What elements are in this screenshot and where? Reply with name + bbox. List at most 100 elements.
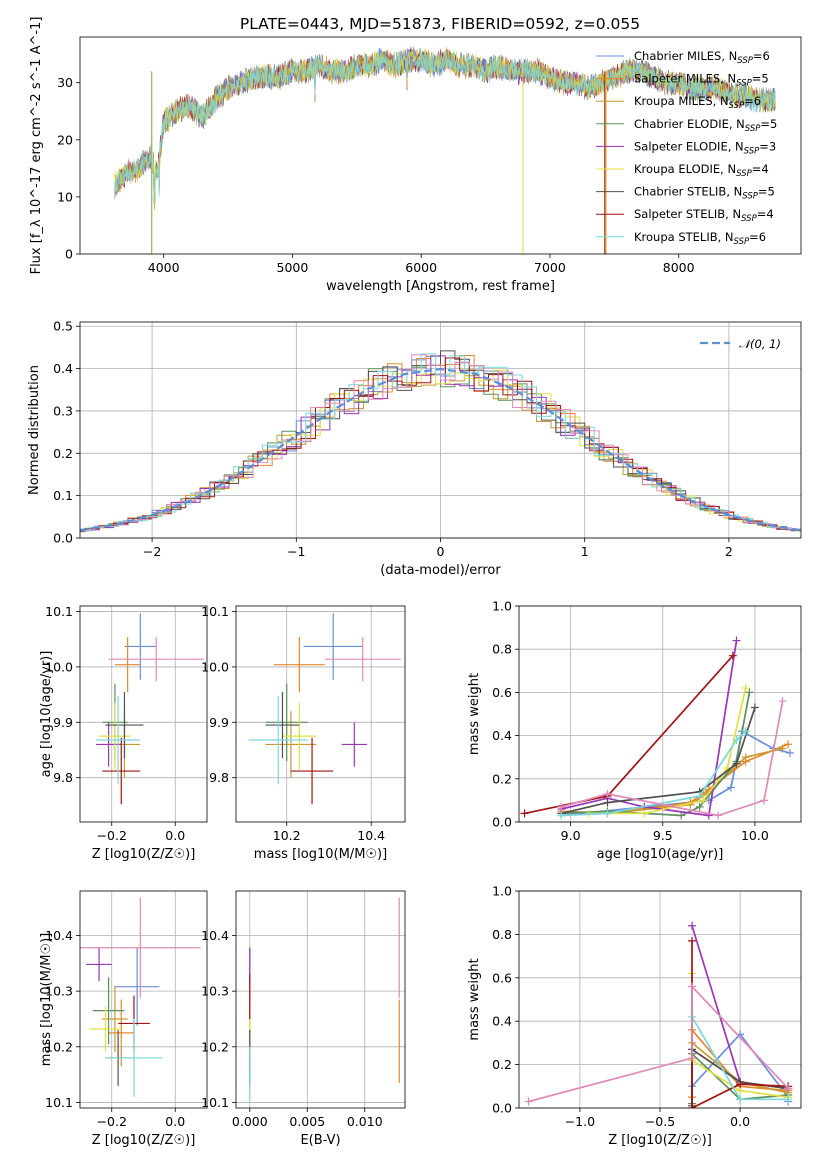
weight-marker-0-2: [726, 783, 735, 792]
weight-marker-3-3: [695, 802, 704, 811]
x-tick-label-3: 1: [581, 544, 589, 559]
x-tick-label-2: 0.0: [730, 1114, 750, 1129]
spectrum-data: [114, 46, 776, 254]
legend-entry-normal: 𝒩(0, 1): [739, 337, 781, 351]
y-tick-label-5: 1.0: [492, 884, 512, 899]
x-axis-label: (data-model)/error: [380, 563, 501, 578]
y-tick-label-3: 0.6: [492, 970, 512, 985]
y-tick-label-0: 9.8: [209, 770, 229, 785]
y-axis-label: Normed distribution: [27, 365, 42, 495]
y-tick-label-1: 10.2: [45, 1039, 73, 1054]
legend-entry-8: Kroupa STELIB, NSSP=6: [634, 230, 766, 247]
x-tick-label-1: 0.0: [165, 828, 185, 843]
y-tick-label-4: 0.4: [53, 361, 73, 376]
axes-frame: [235, 605, 406, 823]
weight-marker-8-4: [741, 727, 750, 736]
mass-vs-Z-data: [80, 897, 201, 1097]
x-tick-label-1: −1: [287, 544, 305, 559]
weight-marker-8-1: [736, 1095, 745, 1104]
weight-marker-8-0: [557, 811, 566, 820]
y-tick-label-2: 10.0: [45, 659, 73, 674]
y-axis-label: mass weight: [467, 958, 482, 1040]
y-tick-label-4: 0.8: [492, 642, 512, 657]
weight-marker-2-1: [686, 800, 695, 809]
y-tick-label-0: 0.0: [53, 531, 73, 546]
weight-marker-7-0: [520, 809, 529, 818]
y-tick-label-1: 10: [57, 189, 73, 204]
y-tick-label-1: 9.9: [53, 715, 73, 730]
x-tick-label-0: 9.0: [561, 828, 581, 843]
weight-marker-9-1: [603, 789, 612, 798]
y-tick-label-2: 0.4: [492, 728, 512, 743]
weight-marker-4-4: [732, 636, 741, 645]
x-axis-label: wavelength [Angstrom, rest frame]: [326, 279, 555, 294]
x-axis-label: E(B-V): [300, 1133, 340, 1148]
age-vs-mass-panel: 10.2 10.4 9.8 9.9 10.0 10.1 mass [log10(M/M☉)]: [201, 604, 406, 862]
x-axis-label: Z [log10(Z/Z☉)]: [92, 1133, 196, 1148]
y-axis-label: Flux [f_λ 10^-17 erg cm^-2 s^-1 A^-1]: [29, 17, 44, 275]
y-tick-label-3: 10.4: [201, 928, 229, 943]
x-tick-label-0: −0.2: [97, 828, 127, 843]
y-tick-label-3: 10.4: [45, 928, 73, 943]
weight-marker-6-4: [750, 703, 759, 712]
y-tick-label-0: 0.0: [492, 1101, 512, 1116]
y-tick-label-1: 10.2: [201, 1039, 229, 1054]
y-tick-label-2: 20: [57, 132, 73, 147]
histogram-9: [80, 354, 801, 533]
y-tick-label-1: 0.1: [53, 488, 73, 503]
weight-marker-2-4: [778, 744, 787, 753]
y-tick-label-2: 0.2: [53, 446, 73, 461]
x-tick-label-1: −0.5: [645, 1114, 675, 1129]
legend-entry-6: Chabrier STELIB, NSSP=5: [634, 185, 775, 202]
x-axis-label: age [log10(age/yr)]: [597, 847, 724, 862]
x-tick-label-3: 7000: [534, 260, 566, 275]
histogram-2: [80, 375, 801, 532]
histogram-7: [80, 357, 801, 533]
weight-marker-9-0: [524, 1097, 533, 1106]
mass-vs-ebv-data: [249, 897, 400, 1103]
x-tick-label-2: 6000: [405, 260, 437, 275]
weight-marker-9-2: [714, 811, 723, 820]
massweight-vs-age-panel: 9.0 9.5 10.0 0.0 0.2 0.4 0.6 0.8 1.0 age [log10(a…: [467, 599, 802, 862]
mass-vs-Z-panel: −0.2 0.0 10.1 10.2 10.3 10.4 Z [log10(Z/Z☉)] ma…: [39, 890, 208, 1148]
legend-entry-2: Kroupa MILES, NSSP=6: [634, 94, 761, 111]
legend-entry-7: Salpeter STELIB, NSSP=4: [634, 207, 774, 224]
x-tick-label-0: −2: [143, 544, 161, 559]
age-vs-Z-data: [95, 613, 204, 805]
y-axis-label: age [log10(age/yr)]: [39, 651, 54, 778]
axes-frame: [235, 890, 406, 1109]
x-tick-label-0: 0.000: [232, 1114, 268, 1129]
weight-marker-2-3: [741, 753, 750, 762]
y-tick-label-0: 0: [65, 247, 73, 262]
x-axis-label: mass [log10(M/M☉)]: [254, 847, 387, 862]
x-tick-label-2: 0: [437, 544, 445, 559]
weight-line-9: [561, 700, 784, 817]
y-tick-label-1: 9.9: [209, 715, 229, 730]
weight-marker-7-0: [688, 936, 697, 945]
weight-marker-9-1: [688, 1054, 697, 1063]
legend-entry-3: Chabrier ELODIE, NSSP=5: [634, 117, 777, 134]
axes-frame: [79, 36, 802, 255]
y-tick-label-1: 0.2: [492, 1057, 512, 1072]
weight-marker-8-1: [603, 809, 612, 818]
weight-marker-9-3: [760, 796, 769, 805]
y-tick-label-3: 10.1: [201, 604, 229, 619]
y-tick-label-3: 0.3: [53, 403, 73, 418]
legend-entry-4: Salpeter ELODIE, NSSP=3: [634, 139, 776, 156]
axes-frame: [79, 605, 208, 823]
weight-marker-4-0: [688, 921, 697, 930]
y-tick-label-1: 0.2: [492, 771, 512, 786]
y-tick-label-2: 10.3: [45, 984, 73, 999]
weight-line-3: [561, 692, 751, 817]
histogram-1: [80, 355, 801, 532]
weight-marker-7-1: [688, 1104, 697, 1108]
x-tick-label-1: 0.005: [289, 1114, 325, 1129]
y-tick-label-0: 10.1: [201, 1095, 229, 1110]
weight-marker-5-1: [640, 809, 649, 818]
histogram-5: [80, 369, 801, 532]
axes-frame: [518, 605, 802, 823]
weight-line-9: [528, 984, 789, 1103]
weight-marker-3-2: [677, 811, 686, 820]
legend-entry-1: Salpeter MILES, NSSP=5: [634, 72, 769, 89]
x-tick-label-1: 0.0: [165, 1114, 185, 1129]
